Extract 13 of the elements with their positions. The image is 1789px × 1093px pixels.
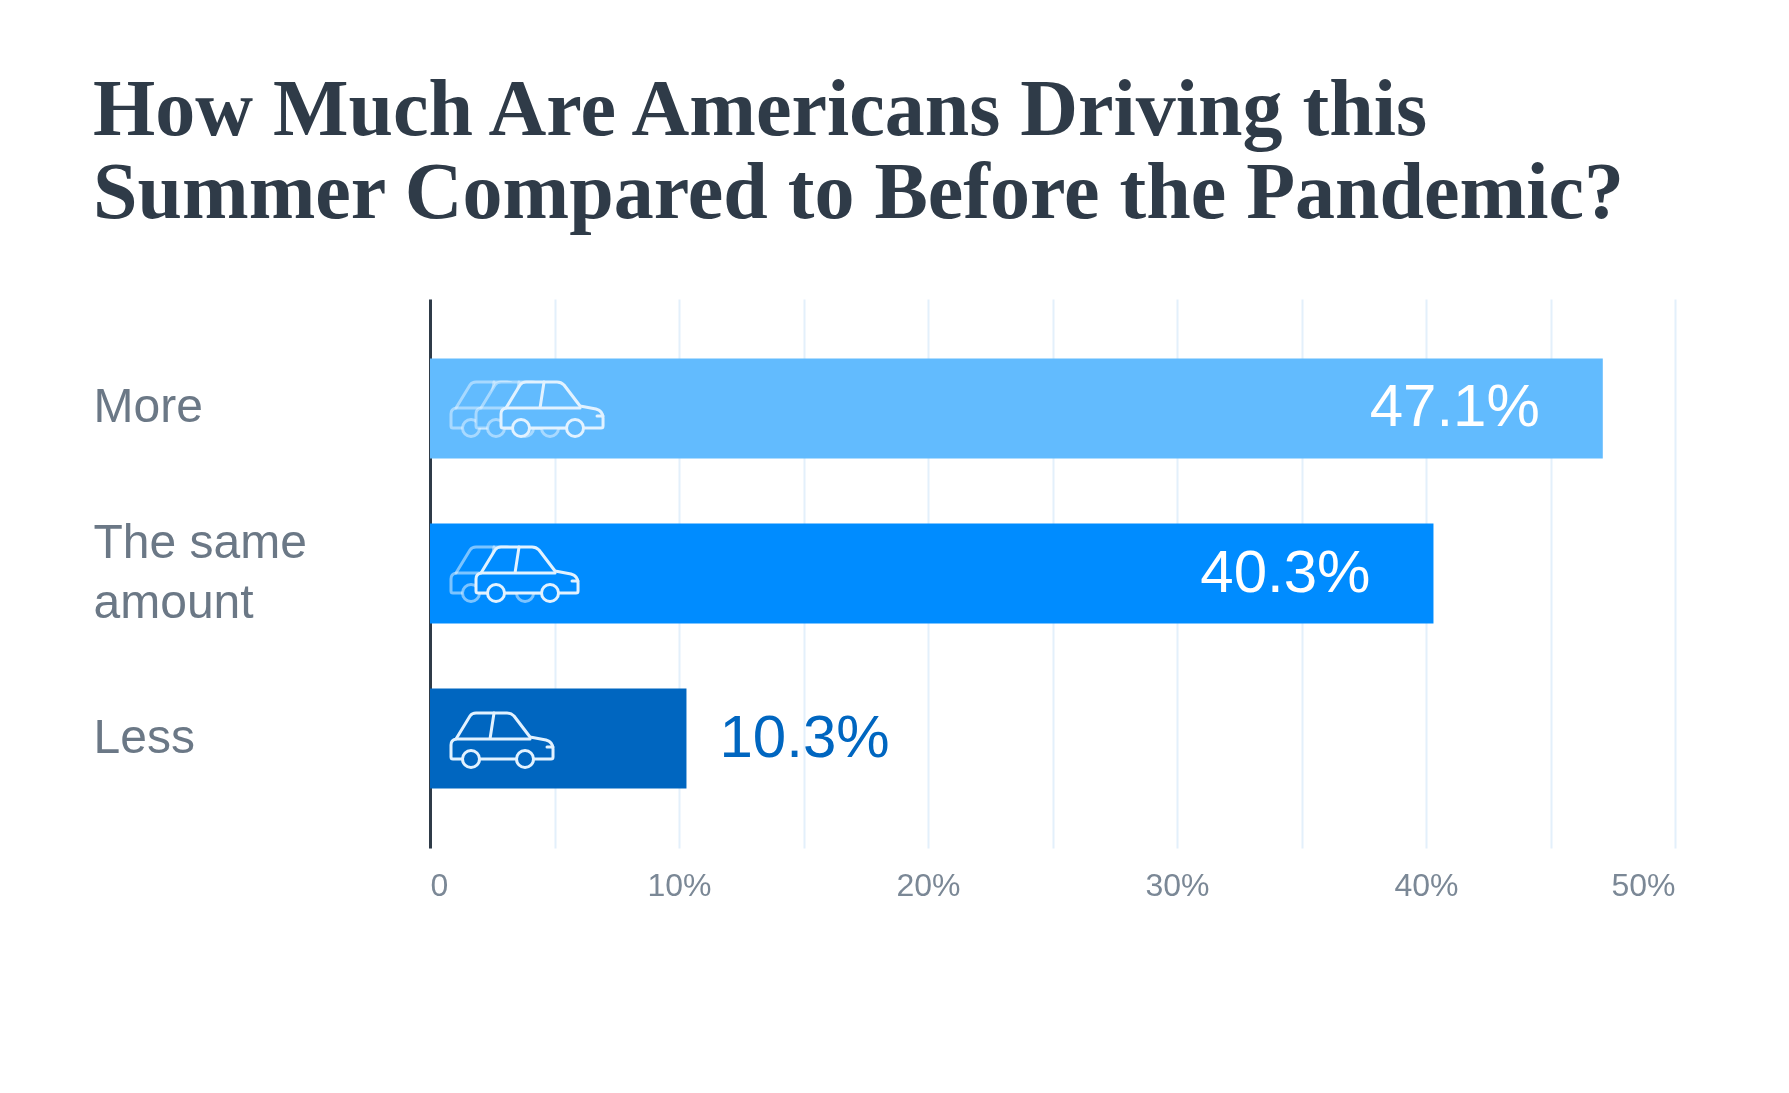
x-tick-label: 50% xyxy=(1611,866,1676,903)
chart-title: How Much Are Americans Driving this Summer Compared to Before the Pandemic? xyxy=(93,64,1624,235)
data-label: 40.3% xyxy=(1200,537,1371,605)
x-tick-label: 10% xyxy=(647,866,712,903)
data-label: 10.3% xyxy=(719,702,890,770)
y-tick-label: The same amount xyxy=(93,514,307,628)
data-label: 47.1% xyxy=(1369,372,1540,440)
x-tick-label: 30% xyxy=(1145,866,1210,903)
y-tick-label: Less xyxy=(93,709,195,763)
x-tick-label: 40% xyxy=(1394,866,1459,903)
y-tick-label: More xyxy=(93,379,203,433)
x-tick-label: 20% xyxy=(896,866,961,903)
x-tick-label: 0 xyxy=(430,866,449,903)
